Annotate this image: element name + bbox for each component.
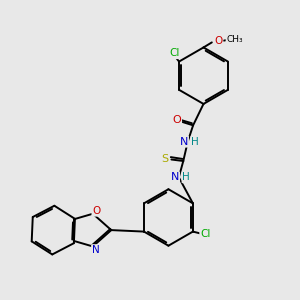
Text: O: O (172, 115, 181, 125)
Text: O: O (92, 206, 101, 216)
Text: Cl: Cl (169, 48, 180, 58)
Text: H: H (191, 137, 199, 147)
Text: CH₃: CH₃ (226, 35, 243, 44)
Text: N: N (180, 137, 188, 147)
Text: Cl: Cl (200, 229, 211, 239)
Text: H: H (182, 172, 190, 182)
Text: N: N (171, 172, 179, 182)
Text: N: N (92, 245, 100, 255)
Text: S: S (161, 154, 168, 164)
Text: O: O (214, 36, 223, 46)
